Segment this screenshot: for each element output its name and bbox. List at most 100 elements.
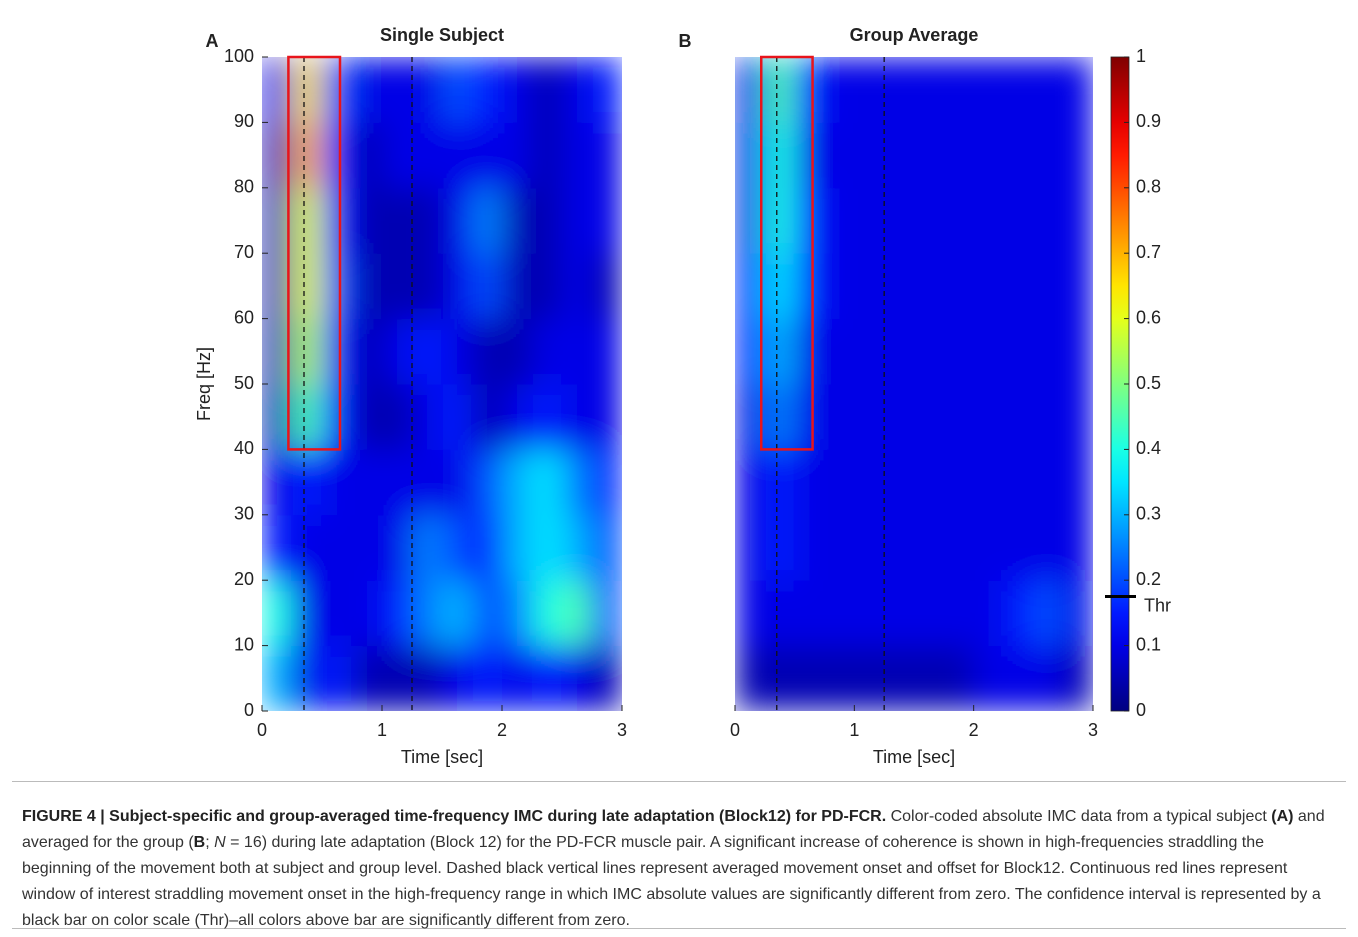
x-tick-label: 3 [1088, 720, 1098, 740]
heatmap-cell [352, 187, 383, 254]
heatmap-cell [914, 449, 945, 516]
chart-title: Single Subject [380, 25, 504, 45]
heatmap-cell [262, 645, 293, 711]
heatmap-cell [502, 645, 533, 711]
heatmap-cell [884, 318, 915, 385]
heatmap-cell [884, 580, 915, 647]
heatmap-cell [412, 645, 443, 711]
heatmap-cell [502, 449, 533, 516]
heatmap-cell [322, 645, 353, 711]
heatmap-cell [1003, 645, 1034, 711]
heatmap-cell [1003, 514, 1034, 581]
heatmap-cell [854, 122, 885, 189]
heatmap-cell [914, 57, 945, 123]
heatmap-cell [854, 253, 885, 320]
heatmap-cell [412, 253, 443, 320]
heatmap-cell [562, 645, 593, 711]
heatmap-cell [1033, 318, 1064, 385]
y-tick-label: 60 [234, 307, 254, 327]
heatmap-cell [412, 57, 443, 123]
heatmap-cell [1033, 514, 1064, 581]
heatmap-cell [412, 187, 443, 254]
heatmap-cell [854, 318, 885, 385]
heatmap-cell [1063, 122, 1093, 189]
heatmap-cell [472, 449, 503, 516]
panel-label: B [679, 31, 692, 51]
caption-text: ; [205, 834, 215, 851]
heatmap-cell [943, 645, 975, 711]
heatmap-cell [412, 384, 443, 450]
heatmap-cell [502, 318, 533, 385]
heatmap-cell [824, 514, 855, 581]
y-tick-label: 100 [224, 46, 254, 66]
heatmap-cell [562, 122, 593, 189]
heatmap [262, 57, 622, 711]
heatmap-cell [502, 187, 533, 254]
heatmap-cell [973, 253, 1004, 320]
heatmap-cell [1003, 384, 1034, 450]
threshold-label: Thr [1144, 595, 1171, 615]
heatmap-cell [592, 580, 622, 647]
heatmap-cell [824, 318, 855, 385]
heatmap-cell [914, 514, 945, 581]
heatmap-cell [322, 580, 353, 647]
heatmap-cell [1063, 449, 1093, 516]
heatmap-cell [592, 449, 622, 516]
heatmap [735, 57, 1093, 711]
heatmap-cell [292, 580, 323, 647]
heatmap-cell [352, 253, 383, 320]
heatmap-cell [292, 122, 323, 189]
heatmap-cell [854, 645, 885, 711]
colorbar-tick-label: 0.6 [1136, 307, 1161, 327]
x-tick-label: 0 [730, 720, 740, 740]
heatmap-cell [292, 57, 323, 123]
heatmap-cell [562, 318, 593, 385]
heatmap-cell [562, 253, 593, 320]
heatmap-cell [943, 57, 975, 123]
heatmap-cell [562, 580, 593, 647]
heatmap-cell [854, 384, 885, 450]
y-axis-label: Freq [Hz] [194, 347, 214, 421]
heatmap-cell [472, 253, 503, 320]
caption-text: = 16) during late adaptation (Block 12) … [22, 834, 1321, 929]
heatmap-cell [352, 57, 383, 123]
heatmap-cell [562, 187, 593, 254]
heatmap-cell [592, 514, 622, 581]
heatmap-cell [854, 449, 885, 516]
heatmap-cell [352, 645, 383, 711]
heatmap-cell [502, 580, 533, 647]
heatmap-cell [854, 57, 885, 123]
heatmap-cell [292, 645, 323, 711]
x-tick-label: 2 [497, 720, 507, 740]
heatmap-cell [472, 187, 503, 254]
x-axis-label: Time [sec] [401, 747, 483, 767]
heatmap-cell [352, 122, 383, 189]
heatmap-cell [884, 514, 915, 581]
heatmap-cell [442, 514, 473, 581]
heatmap-cell [592, 57, 622, 123]
heatmap-cell [442, 253, 473, 320]
x-axis-label: Time [sec] [873, 747, 955, 767]
heatmap-cell [794, 187, 825, 254]
heatmap-cell [442, 122, 473, 189]
heatmap-cell [442, 57, 473, 123]
heatmap-cell [914, 122, 945, 189]
heatmap-cell [973, 187, 1004, 254]
colorbar-tick-label: 0.5 [1136, 373, 1161, 393]
heatmap-cell [1033, 122, 1064, 189]
heatmap-cell [854, 514, 885, 581]
heatmap-cell [1003, 253, 1034, 320]
heatmap-cell [412, 514, 443, 581]
colorbar-tick-label: 1 [1136, 46, 1146, 66]
heatmap-cell [884, 122, 915, 189]
heatmap-cell [592, 122, 622, 189]
heatmap-cell [943, 384, 975, 450]
heatmap-cell [292, 449, 323, 516]
heatmap-cell [1033, 580, 1064, 647]
heatmap-cell [292, 318, 323, 385]
x-tick-label: 1 [849, 720, 859, 740]
heatmap-cell [943, 122, 975, 189]
heatmap-cell [1063, 57, 1093, 123]
heatmap-cell [1063, 187, 1093, 254]
heatmap-cell [442, 187, 473, 254]
